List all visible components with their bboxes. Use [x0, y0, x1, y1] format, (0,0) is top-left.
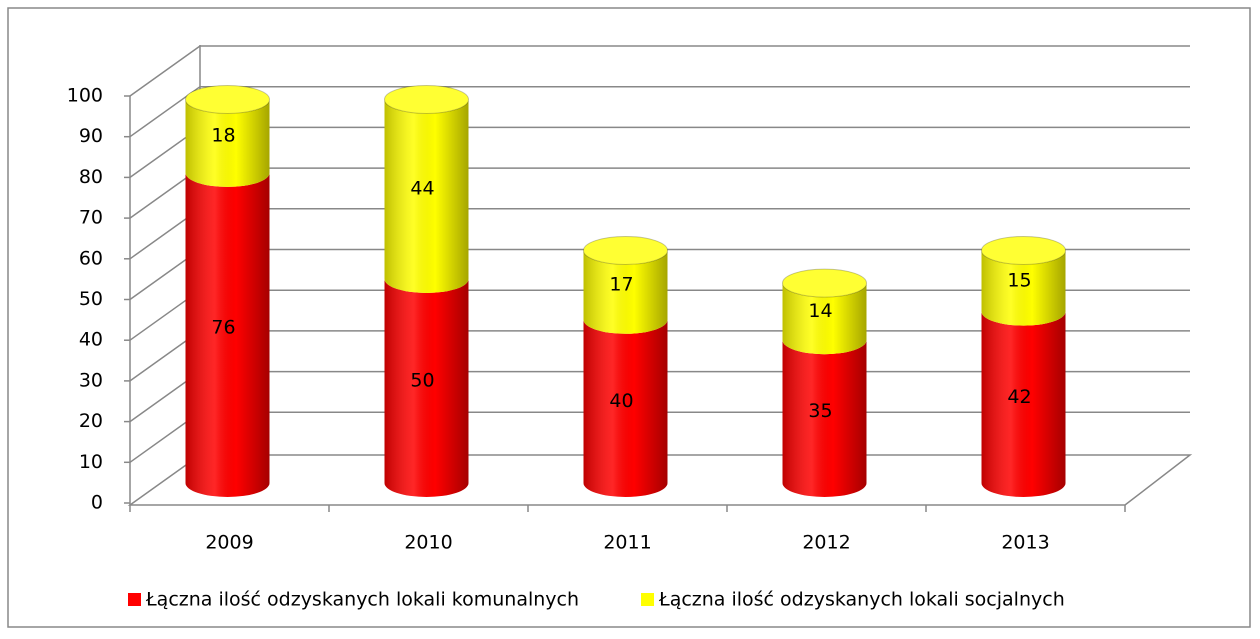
- data-label: 15: [1007, 270, 1031, 292]
- y-tick-label: 20: [79, 410, 103, 432]
- data-label: 18: [211, 125, 235, 147]
- y-tick-label: 0: [91, 492, 103, 514]
- bar-shading: [981, 250, 1066, 326]
- y-tick-label: 40: [79, 329, 103, 351]
- bar-shading: [583, 319, 668, 497]
- legend-swatch: [641, 593, 655, 606]
- grid-line: [129, 45, 1190, 97]
- bar-shading: [384, 99, 469, 293]
- y-tick-label: 90: [79, 125, 103, 147]
- cylinder-top-shine: [782, 269, 867, 298]
- cylinder-top: [782, 268, 867, 298]
- cylinder-top: [185, 84, 270, 114]
- y-tick-label: 30: [79, 369, 103, 391]
- cylinder-top: [583, 235, 668, 265]
- data-label: 17: [609, 274, 633, 296]
- x-tick-label: 2011: [603, 532, 651, 554]
- x-tick-label: 2010: [404, 532, 452, 554]
- bar-shading: [384, 279, 469, 497]
- y-tick-label: 80: [79, 166, 103, 188]
- bar-shading: [185, 172, 270, 498]
- legend-label: Łączna ilość odzyskanych lokali socjalny…: [658, 589, 1065, 611]
- grid-line: [129, 85, 1190, 138]
- x-tick-label: 2013: [1001, 532, 1049, 554]
- data-label: 50: [410, 370, 434, 392]
- y-tick-label: 60: [79, 247, 103, 269]
- y-tick-label: 50: [79, 288, 103, 310]
- bar-shading: [583, 250, 668, 334]
- data-label: 76: [211, 316, 235, 338]
- y-tick-label: 70: [79, 207, 103, 229]
- x-tick-label: 2012: [802, 532, 850, 554]
- bar-shading: [981, 311, 1066, 497]
- x-tick-label: 2009: [205, 532, 253, 554]
- cylinder-top-shine: [384, 85, 469, 114]
- cylinder-top-shine: [583, 236, 668, 265]
- bar-shading: [185, 99, 270, 187]
- cylinder-top: [981, 235, 1066, 265]
- cylinder-top-shine: [185, 85, 270, 114]
- cylinder-top-shine: [981, 236, 1066, 265]
- legend-swatch: [128, 593, 141, 606]
- data-label: 44: [410, 178, 434, 200]
- data-label: 42: [1007, 386, 1031, 408]
- y-tick-label: 10: [79, 451, 103, 473]
- data-label: 14: [808, 300, 832, 322]
- data-label: 35: [808, 400, 832, 422]
- bar-shading: [782, 283, 867, 355]
- floor: [127, 454, 1193, 506]
- data-label: 40: [609, 390, 633, 412]
- cylinder-top: [384, 84, 469, 114]
- y-tick-label: 100: [67, 85, 103, 107]
- bar-shading: [782, 340, 867, 497]
- legend-label: Łączna ilość odzyskanych lokali komunaln…: [145, 589, 579, 611]
